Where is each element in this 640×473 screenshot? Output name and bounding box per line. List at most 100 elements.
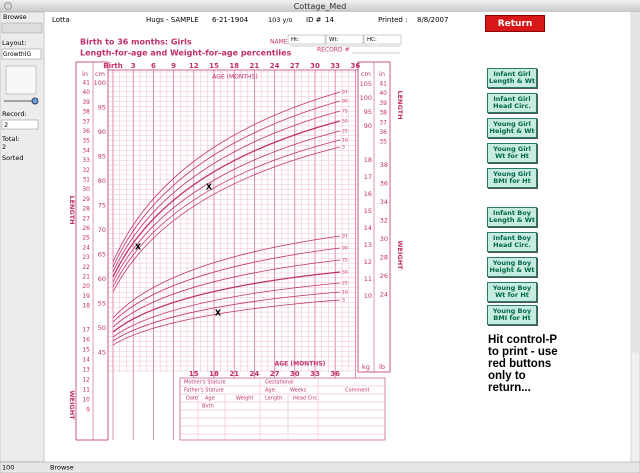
total-value: 2: [2, 143, 6, 151]
chart-button[interactable]: Infant Girl Length & Wt: [487, 68, 537, 88]
table-header: Length: [265, 396, 282, 402]
lb-tick-label: 30: [380, 235, 388, 243]
age-tick-label: 27: [270, 370, 280, 378]
layout-popup[interactable]: [1, 48, 42, 60]
close-button[interactable]: [4, 2, 12, 10]
cm-tick-label: 50: [98, 324, 106, 332]
tool-strip: [1, 22, 43, 34]
percentile-label: 97: [342, 90, 348, 96]
scroll-thumb[interactable]: [632, 13, 639, 353]
cm-tick-label: 55: [98, 300, 106, 308]
percentile-curve: [112, 282, 341, 338]
cm-tick-label: 105: [360, 80, 372, 88]
kg-tick-label: 14: [364, 224, 372, 232]
record-label: Record:: [2, 110, 27, 118]
unit-label: cm: [95, 70, 105, 78]
table-label: Age:: [265, 388, 277, 394]
chart-button[interactable]: Infant Boy Head Circ.: [487, 232, 537, 252]
percentile-curve: [112, 130, 341, 283]
lb-tick-label: 17: [82, 327, 90, 334]
unit-label: kg: [362, 363, 370, 371]
percentile-label: 50: [342, 119, 348, 125]
sort-status: Sorted: [2, 154, 23, 162]
age-axis-label: AGE (MONTHS): [212, 74, 257, 81]
lb-tick-label: 16: [82, 337, 90, 344]
kg-tick-label: 15: [364, 207, 372, 215]
chart-button[interactable]: Young Girl BMI for Ht: [487, 168, 537, 188]
chart-button[interactable]: Young Boy Height & Wt: [487, 257, 537, 277]
percentile-curve: [112, 247, 341, 323]
age-tick-label: 27: [290, 62, 300, 70]
age-tick-label: 30: [290, 370, 300, 378]
cm-tick-label: 95: [364, 108, 372, 116]
chart-button[interactable]: Young Boy Wt for Ht: [487, 282, 537, 302]
in-tick-label: 41: [379, 81, 387, 88]
printed-date: 8/8/2007: [417, 16, 448, 24]
in-tick-label: 25: [82, 235, 90, 242]
id-label: ID #: [306, 16, 322, 24]
weight-axis-title: WEIGHT: [396, 240, 404, 270]
in-tick-label: 31: [82, 177, 90, 184]
book-icon[interactable]: [5, 65, 37, 95]
lb-tick-label: 11: [82, 387, 90, 394]
in-tick-label: 19: [82, 293, 90, 300]
status-bar: [0, 461, 640, 473]
layout-value: GrowthIG: [3, 51, 31, 58]
percentile-curve: [112, 91, 341, 263]
chart-button[interactable]: Infant Girl Head Circ.: [487, 93, 537, 113]
in-tick-label: 41: [82, 80, 90, 87]
return-button[interactable]: Return: [485, 15, 545, 32]
title-bar: [0, 0, 640, 12]
percentile-label: 3: [342, 145, 345, 151]
print-note: Hit control-P to print - use red buttons…: [488, 334, 558, 394]
percentile-label: 10: [342, 290, 348, 296]
total-label: Total:: [1, 135, 19, 143]
chart-button[interactable]: Young Boy BMI for Ht: [487, 305, 537, 325]
form-box: [325, 34, 364, 45]
percentile-curve: [112, 120, 341, 278]
cm-tick-label: 60: [98, 275, 106, 283]
slider-thumb[interactable]: [31, 97, 39, 105]
lb-tick-label: 28: [380, 254, 388, 262]
kg-tick-label: 16: [364, 190, 372, 198]
lb-tick-label: 38: [380, 161, 388, 169]
age-tick-label: 9: [171, 62, 176, 70]
chart-title: Birth to 36 months: Girls: [80, 38, 192, 47]
in-tick-label: 21: [82, 274, 90, 281]
record-value: 2: [4, 121, 8, 129]
percentile-label: 10: [342, 138, 348, 144]
in-tick-label: 30: [82, 186, 90, 193]
percentile-label: 75: [342, 258, 348, 264]
percentile-curve: [112, 139, 341, 288]
age-tick-label: 12: [189, 62, 199, 70]
cm-tick-label: 75: [98, 202, 106, 210]
lb-tick-label: 34: [380, 198, 388, 206]
printed-label: Printed :: [378, 16, 407, 24]
cm-tick-label: 100: [94, 79, 106, 87]
plot-marker: X: [206, 183, 213, 192]
length-axis-title: LENGTH: [396, 90, 404, 119]
chart-subtitle: Length-for-age and Weight-for-age percen…: [80, 49, 292, 58]
unit-label: lb: [379, 363, 385, 371]
chart-button[interactable]: Young Girl Wt for Ht: [487, 143, 537, 163]
in-tick-label: 28: [82, 206, 90, 213]
table-header: Weight: [236, 396, 253, 402]
in-tick-label: 37: [82, 118, 90, 125]
chart-button[interactable]: Infant Boy Length & Wt: [487, 207, 537, 227]
lb-tick-label: 10: [82, 397, 90, 404]
table-label: Gestational: [265, 380, 294, 386]
in-tick-label: 22: [82, 264, 90, 271]
weight-axis-title: WEIGHT: [68, 390, 76, 420]
kg-tick-label: 12: [364, 258, 372, 266]
percentile-label: 75: [342, 109, 348, 115]
record-field[interactable]: [1, 119, 39, 130]
in-tick-label: 36: [82, 128, 90, 135]
chart-button[interactable]: Young Girl Height & Wt: [487, 118, 537, 138]
form-box: [287, 34, 326, 45]
cm-tick-label: 85: [98, 153, 106, 161]
lb-tick-label: 36: [380, 180, 388, 188]
in-tick-label: 26: [82, 225, 90, 232]
in-tick-label: 39: [82, 99, 90, 106]
